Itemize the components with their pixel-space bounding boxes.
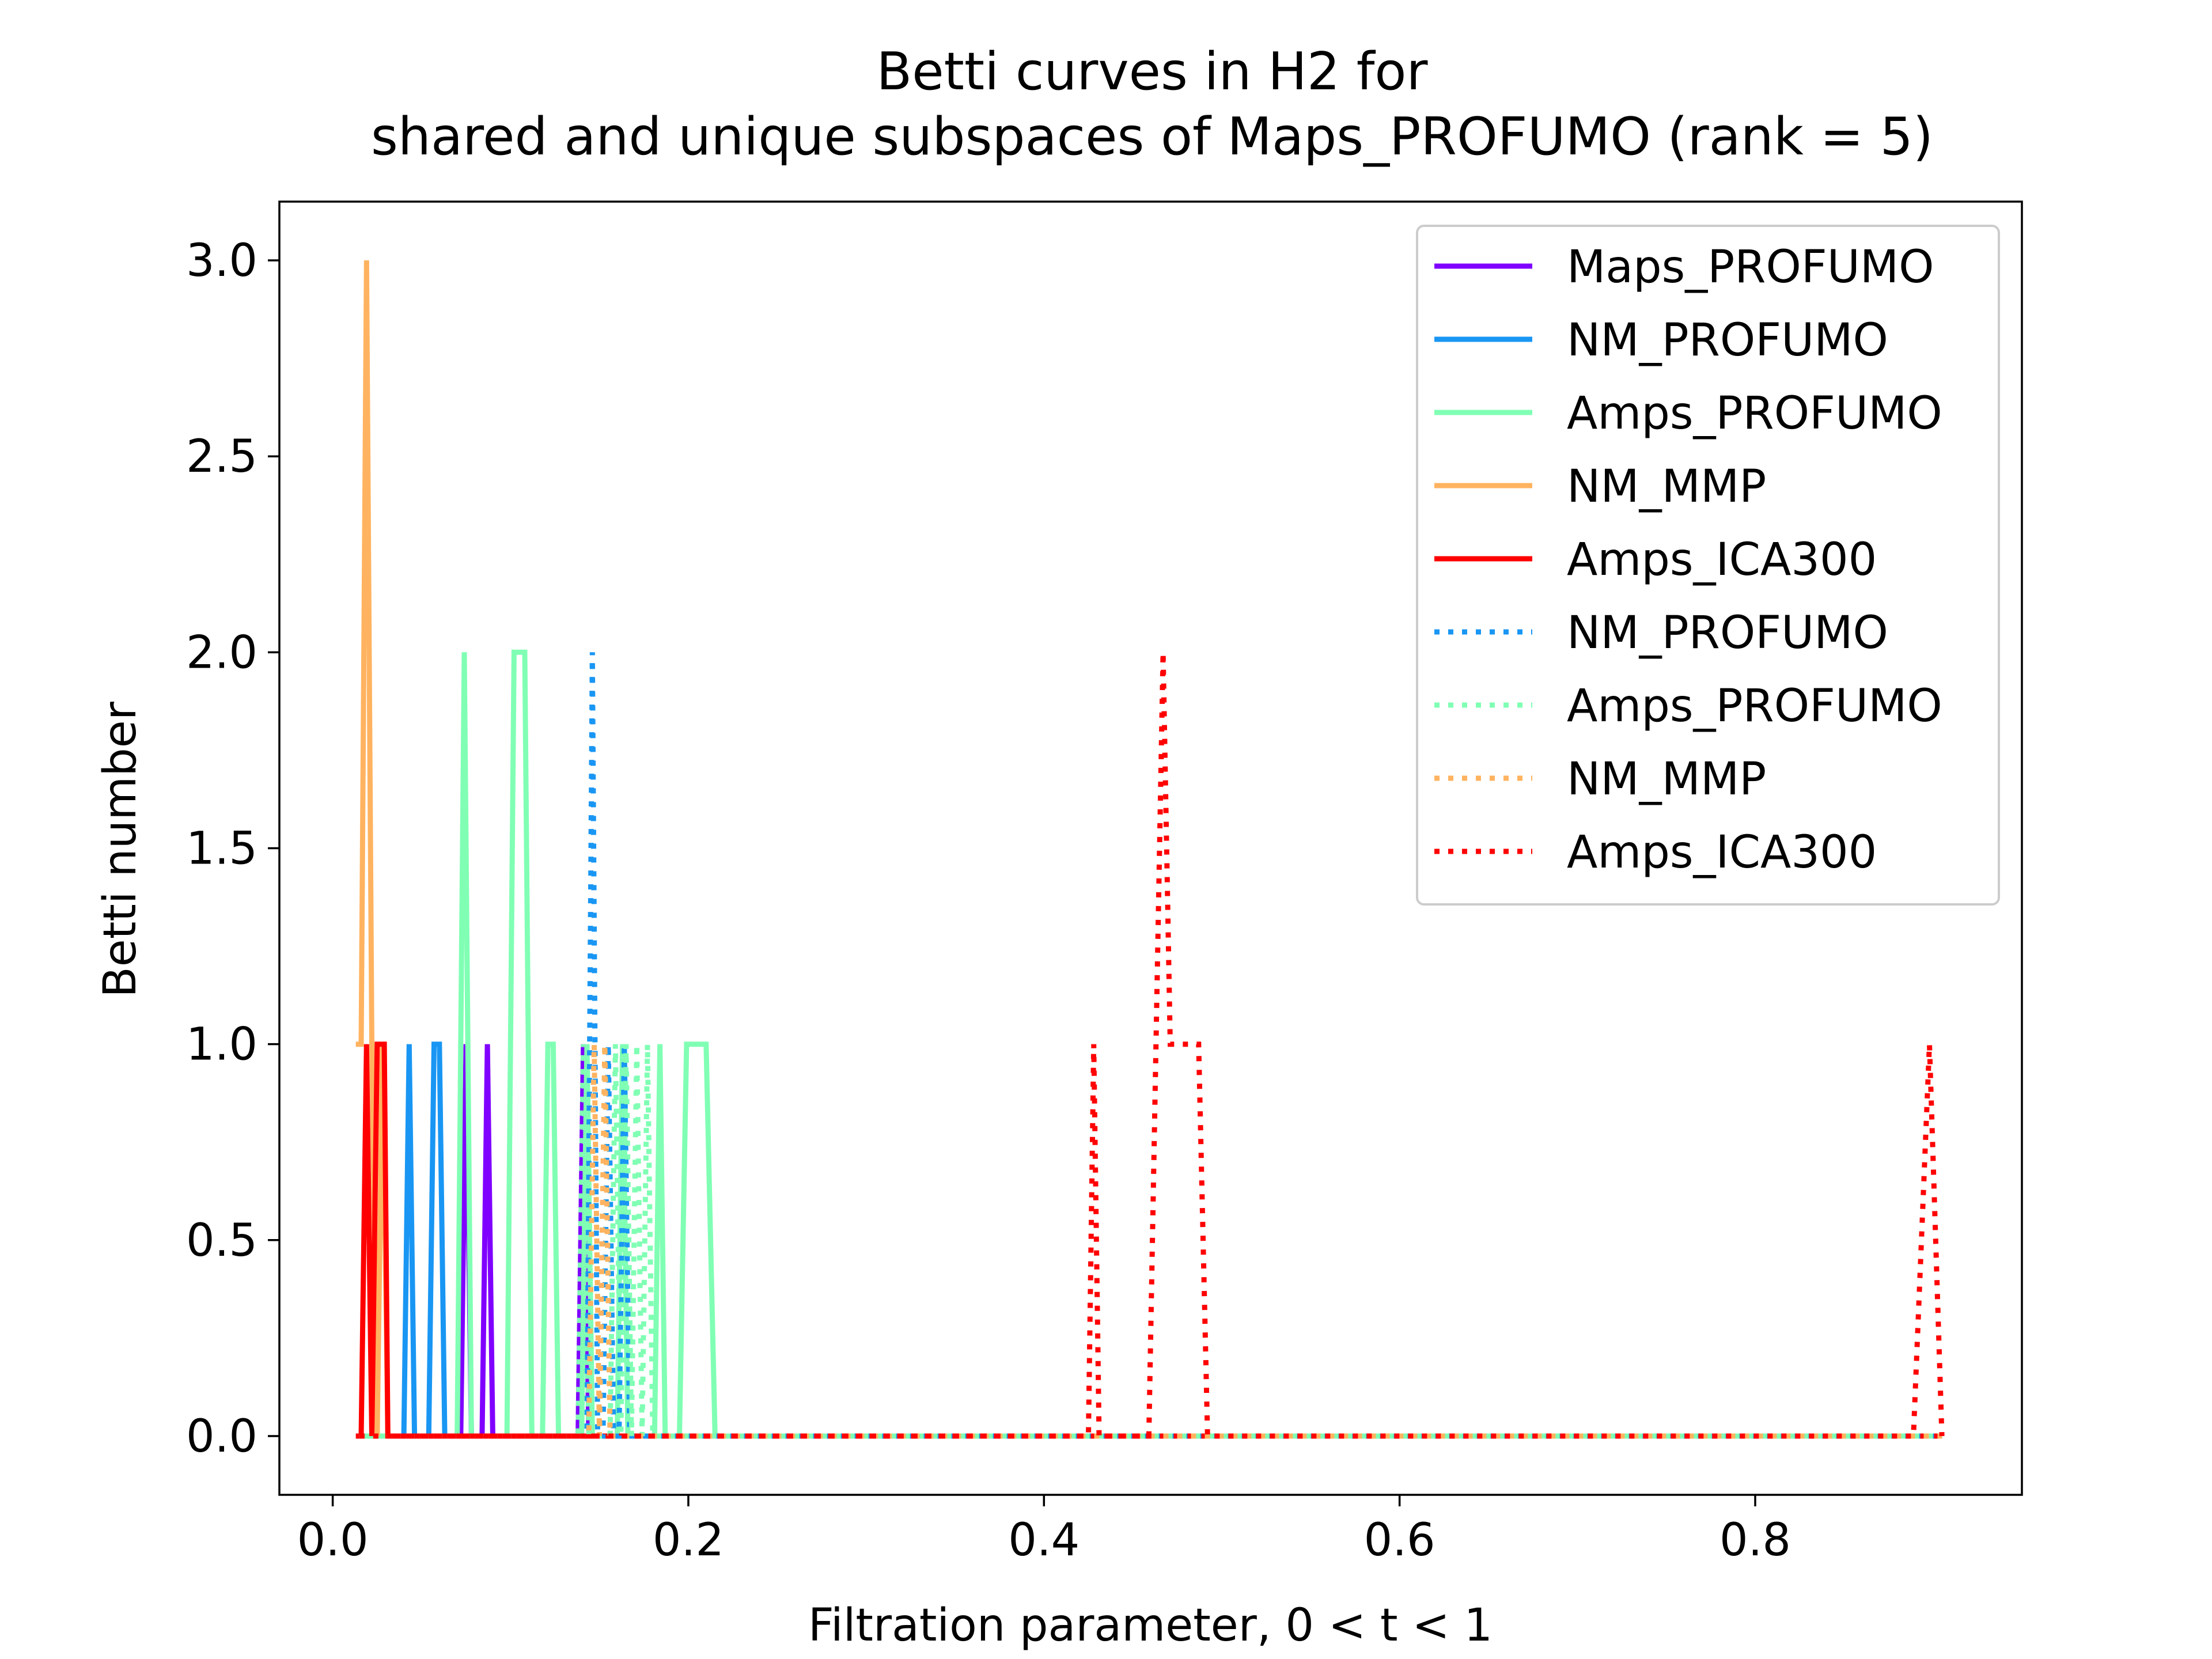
legend-label: Maps_PROFUMO [1567,241,1934,293]
series-line-3 [359,649,1942,1439]
y-axis: 0.0 0.5 1.0 1.5 2.0 2.5 3.0 [186,235,279,1463]
legend-label: Amps_ICA300 [1567,534,1877,586]
legend-label: Amps_PROFUMO [1567,680,1942,732]
legend: Maps_PROFUMO NM_PROFUMO Amps_PROFUMO NM_MMP… [1416,225,2000,906]
legend-frame [1416,225,2000,906]
y-tick-label: 0.5 [186,1215,257,1267]
y-tick-label: 1.0 [186,1019,257,1071]
series-line-9 [359,652,1945,1439]
x-tick-label: 0.4 [1008,1514,1080,1566]
chart-title-line-1: Betti curves in H2 for [877,41,1428,102]
y-tick-label: 3.0 [186,235,257,287]
series-line-7 [359,1044,1942,1439]
legend-label: NM_MMP [1567,461,1766,513]
y-tick-label: 2.5 [186,431,257,483]
y-tick-label: 1.5 [186,823,257,875]
y-tick-label: 0.0 [186,1411,257,1463]
legend-label: Amps_ICA300 [1567,827,1877,878]
legend-label: Amps_PROFUMO [1567,388,1942,440]
x-tick-label: 0.0 [297,1514,369,1566]
legend-label: NM_MMP [1567,753,1766,805]
legend-label: NM_PROFUMO [1567,315,1888,366]
x-axis-label: Filtration parameter, 0 < t < 1 [808,1600,1493,1652]
y-axis-label: Betti number [94,701,146,997]
chart-title-line-2: shared and unique subspaces of Maps_PROF… [371,107,1933,167]
series-layer [355,260,1945,1439]
legend-label: NM_PROFUMO [1567,607,1888,659]
x-axis: 0.0 0.2 0.4 0.6 0.8 [297,1495,1791,1566]
y-tick-label: 2.0 [186,627,257,679]
x-tick-label: 0.8 [1719,1514,1791,1566]
x-tick-label: 0.6 [1364,1514,1435,1566]
x-tick-label: 0.2 [653,1514,724,1566]
